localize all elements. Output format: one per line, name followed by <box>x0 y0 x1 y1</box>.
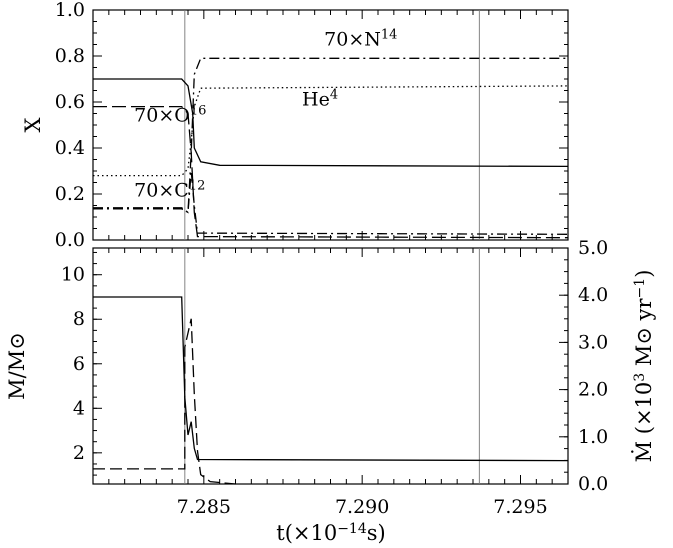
mass-series-lines <box>93 296 569 485</box>
composition-panel: 0.0 0.2 0.4 0.6 0.8 1.0 X 70×O16 70×C12 70×N14 H… <box>21 0 569 251</box>
mass-tick-labels: 2 4 6 8 10 0.0 1.0 2.0 3.0 4.0 5.0 7.285 7.290 7.295 <box>61 237 608 518</box>
time-x-axis-label: t(×10−14s) <box>276 521 385 545</box>
composition-y-tick-labels: 0.0 0.2 0.4 0.6 0.8 1.0 <box>55 0 85 251</box>
y-tick-label: 2 <box>73 442 85 464</box>
composition-series-lines <box>93 57 569 239</box>
x-tick-label: 7.290 <box>335 496 389 518</box>
y-tick-label: 8 <box>73 308 85 330</box>
x-tick-label: 7.285 <box>177 496 231 518</box>
series-line-70-n14-3 <box>93 57 568 214</box>
composition-axis-ticks <box>92 9 569 241</box>
y-tick-label: 0.6 <box>55 91 85 113</box>
mdot-y-axis-label: Ṁ (×103 M⊙ yr−1) <box>632 270 656 463</box>
mass-panel-frame <box>92 247 569 485</box>
mass-marker-lines <box>184 248 480 484</box>
y-tick-label: 6 <box>73 353 85 375</box>
composition-marker-lines <box>184 10 480 240</box>
y-tick-label: 4 <box>73 397 85 419</box>
mass-axis-ticks <box>92 247 569 485</box>
composition-annotations: 70×O16 70×C12 70×N14 He4 <box>134 28 397 202</box>
y-tick-label: 0.0 <box>55 229 85 251</box>
y-tick-label: 0.2 <box>55 183 85 205</box>
right-y-tick-label: 1.0 <box>578 426 608 448</box>
mass-y-axis-label: M/M⊙ <box>5 332 29 400</box>
y-tick-label: 1.0 <box>55 0 85 21</box>
right-y-tick-label: 5.0 <box>578 237 608 259</box>
y-tick-label: 10 <box>61 264 85 286</box>
right-y-tick-label: 2.0 <box>578 379 608 401</box>
right-y-tick-label: 4.0 <box>578 284 608 306</box>
annotation-he4: He4 <box>302 87 338 110</box>
y-tick-label: 0.4 <box>55 137 85 159</box>
annotation-70-c12: 70×C12 <box>134 178 205 201</box>
series-line-h-0 <box>93 78 569 168</box>
annotation-70-n14: 70×N14 <box>324 28 397 51</box>
x-tick-label: 7.295 <box>493 496 547 518</box>
annotation-70-o16: 70×O16 <box>134 104 206 127</box>
y-tick-label: 0.8 <box>55 45 85 67</box>
series-line-m-0 <box>93 296 569 462</box>
composition-y-axis-label: X <box>21 117 45 132</box>
right-y-tick-label: 0.0 <box>578 473 608 495</box>
series-line-70-c12-2 <box>93 170 569 235</box>
right-y-tick-label: 3.0 <box>578 331 608 353</box>
